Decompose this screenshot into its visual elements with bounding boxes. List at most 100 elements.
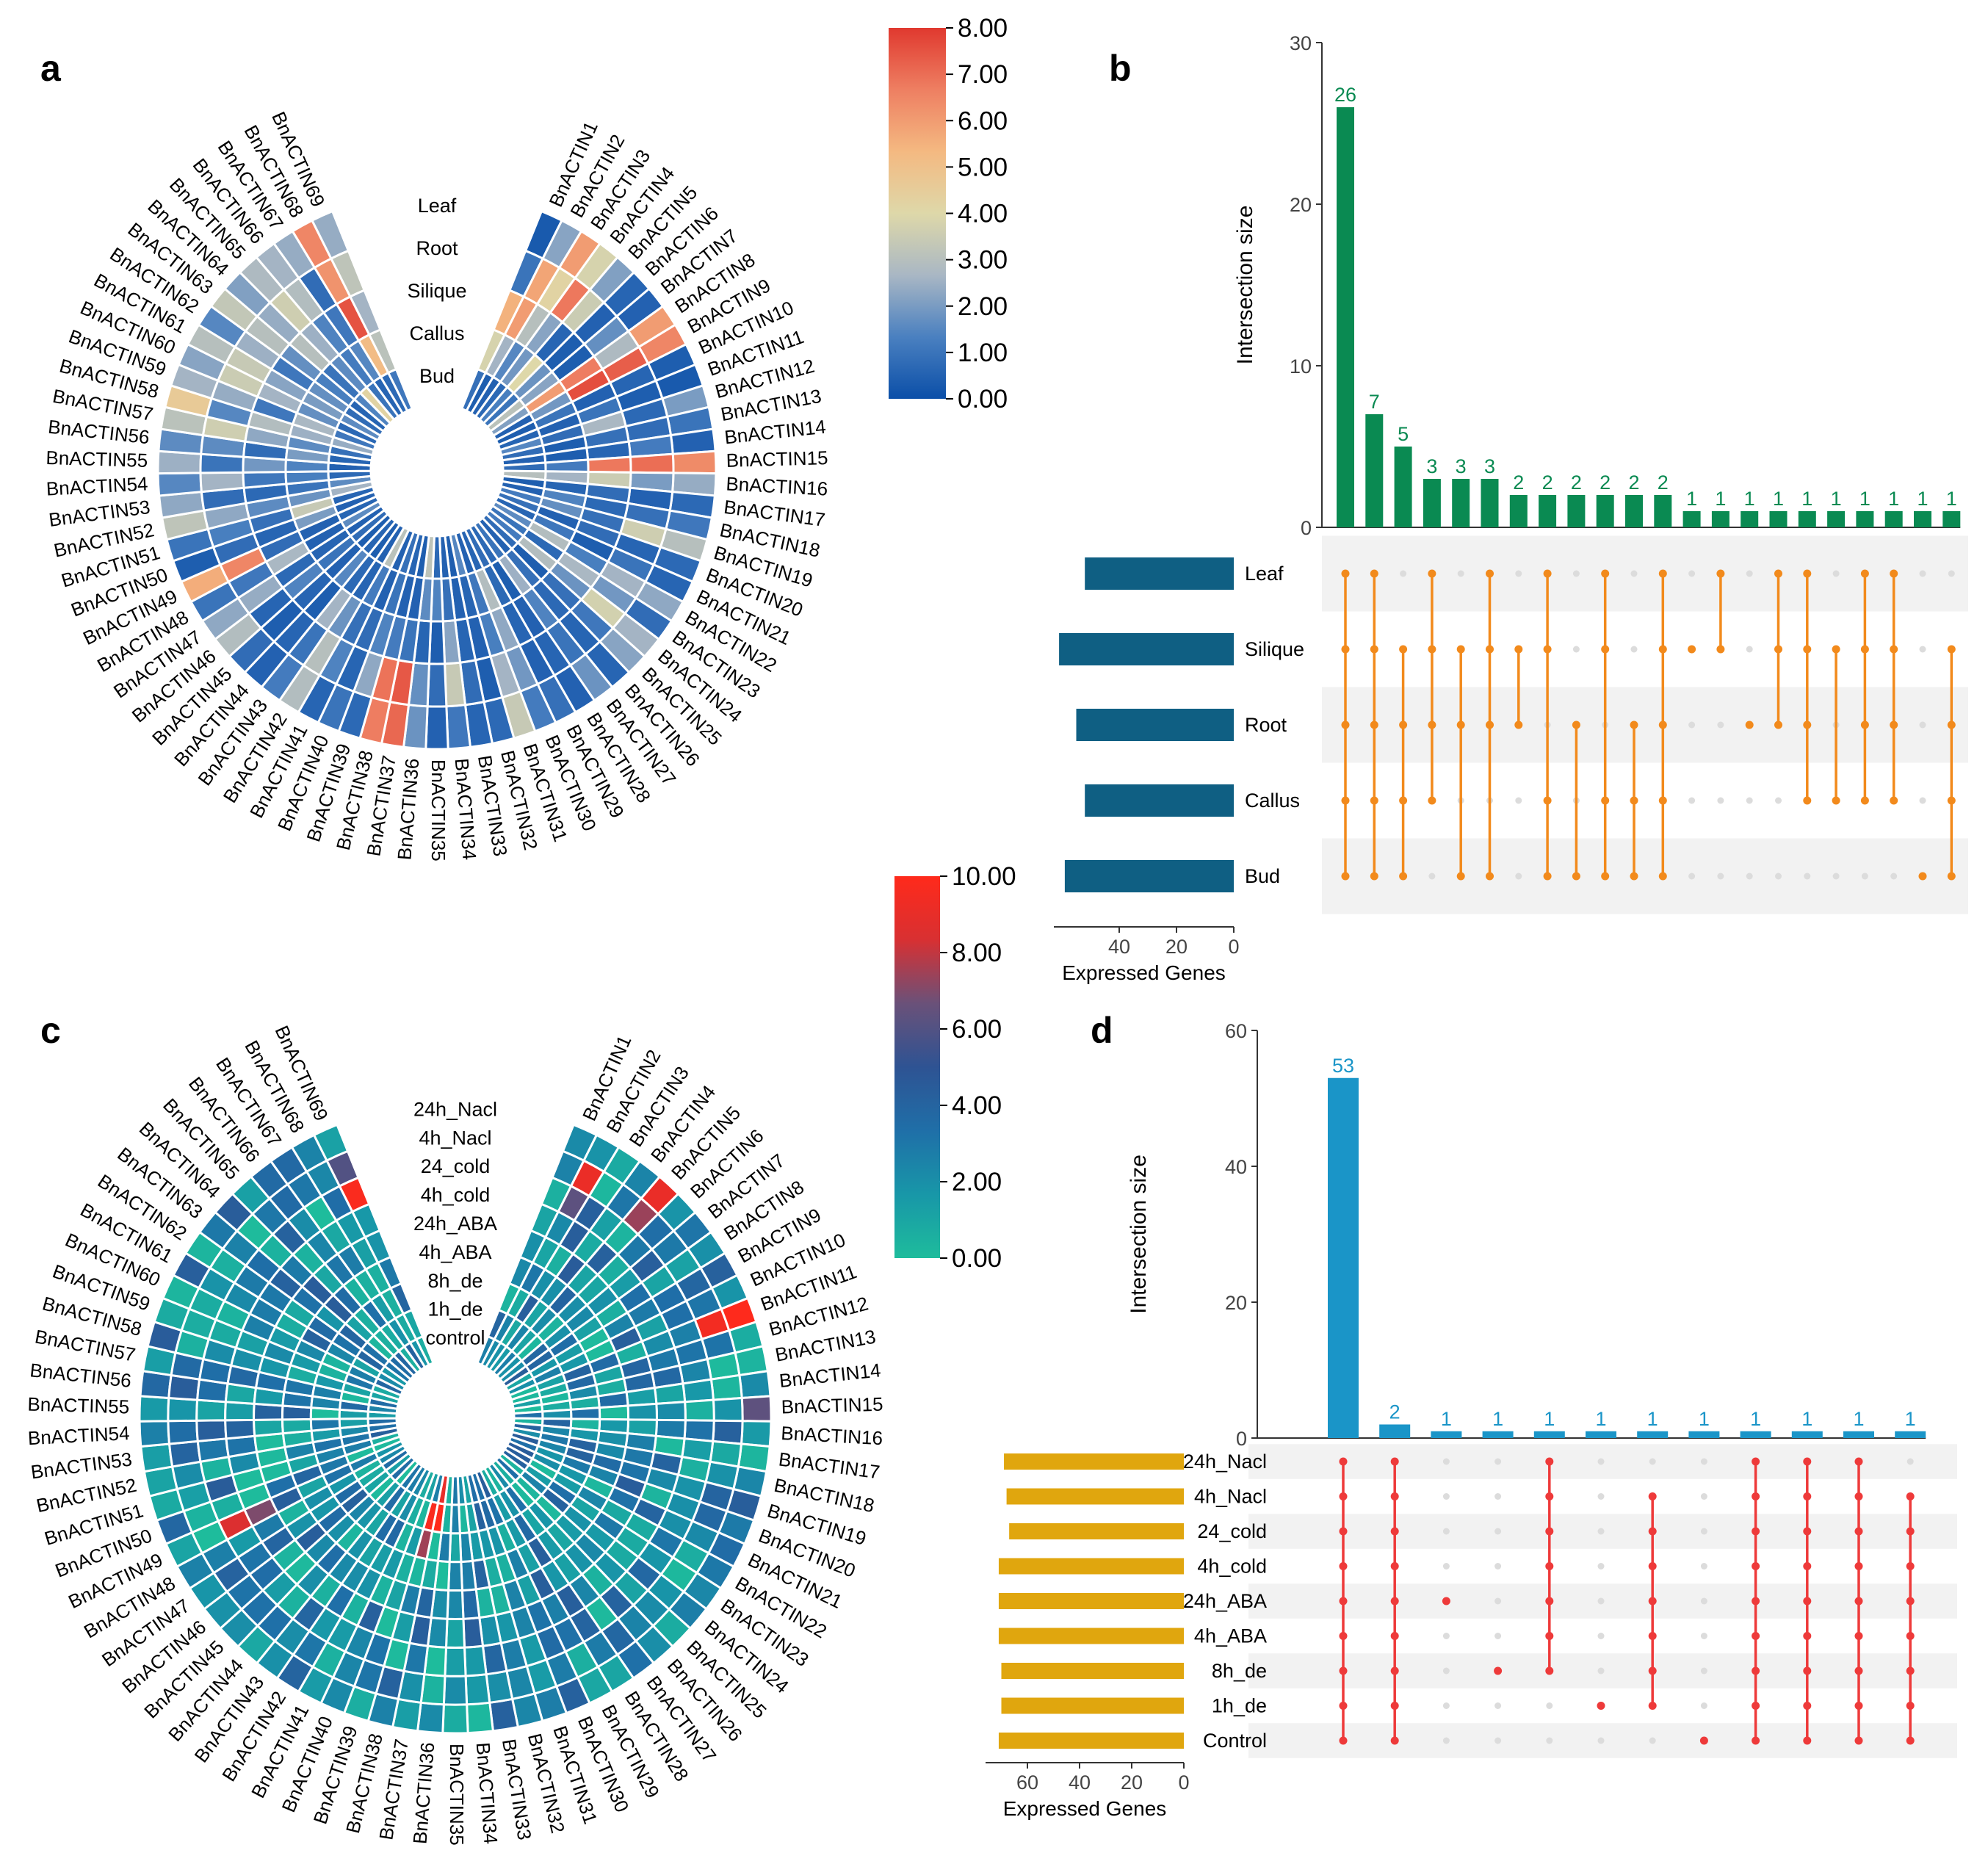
matrix-dot-active	[1699, 1736, 1708, 1745]
set-tick-label: 20	[1121, 1771, 1143, 1794]
bar-value-label: 2	[1389, 1401, 1400, 1423]
heatmap-cell	[464, 1673, 491, 1706]
heatmap-cell	[338, 1417, 370, 1430]
intersection-bar	[1586, 1431, 1616, 1438]
colorbar-tick-label: 10.00	[952, 862, 1016, 891]
colorbar-tick-label: 8.00	[952, 939, 1002, 967]
matrix-dot-inactive	[1688, 873, 1696, 880]
heatmap-cell	[444, 1617, 466, 1649]
heatmap-cell	[224, 1418, 256, 1440]
heatmap-cell	[569, 1406, 601, 1420]
intersection-bar	[1509, 495, 1528, 527]
heatmap-cell	[709, 1373, 743, 1401]
heatmap-cell	[671, 449, 718, 475]
intersection-bar	[1481, 479, 1499, 527]
ring-label: 24h_Nacl	[413, 1098, 497, 1120]
bar-value-label: 5	[1398, 423, 1409, 445]
heatmap-cell	[462, 1616, 485, 1649]
gene-label: BnACTIN54	[46, 472, 148, 499]
bar-value-label: 2	[1658, 472, 1669, 494]
heatmap-cell	[460, 1588, 481, 1620]
heatmap-cell	[444, 1646, 467, 1677]
gene-label: BnACTIN15	[726, 447, 828, 472]
matrix-dot-inactive	[1597, 1528, 1605, 1535]
matrix-dot-inactive	[1442, 1528, 1450, 1535]
heatmap-cell	[167, 1440, 202, 1468]
heatmap-cell	[586, 455, 632, 474]
y-tick-label: 20	[1290, 194, 1312, 216]
gene-label: BnACTIN16	[781, 1422, 883, 1449]
panel-letter-b: b	[1109, 48, 1132, 89]
intersection-bar	[1423, 479, 1441, 527]
set-size-bar	[1064, 860, 1234, 892]
matrix-stripe	[1322, 535, 1968, 612]
panel-d-upset-plot: 0 20 40 60 Intersection size 53 2 1 1 1 1 1 1 1 1 1 1 24h…	[986, 1020, 1957, 1820]
heatmap-cell	[195, 1419, 228, 1443]
matrix-dot-active	[1745, 720, 1754, 729]
y-tick-label: 10	[1290, 355, 1312, 378]
matrix-dot-inactive	[1597, 1493, 1605, 1500]
set-size-bar	[1076, 709, 1234, 741]
matrix-dot-inactive	[1546, 1737, 1553, 1744]
matrix-dot-inactive	[1700, 1528, 1707, 1535]
matrix-dot-inactive	[1717, 721, 1724, 729]
heatmap-cell	[738, 1370, 772, 1400]
matrix-dot-inactive	[1572, 570, 1580, 577]
set-size-bar	[998, 1593, 1184, 1609]
heatmap-cell	[655, 1401, 687, 1422]
heatmap-cell	[309, 1417, 341, 1432]
ring-label: Leaf	[418, 195, 457, 217]
set-size-bar	[998, 1628, 1184, 1644]
matrix-dot-inactive	[1649, 1458, 1656, 1465]
matrix-dot-inactive	[1442, 1737, 1450, 1744]
matrix-dot-inactive	[1804, 873, 1811, 880]
bar-value-label: 1	[1686, 488, 1697, 510]
gene-label: BnACTIN35	[446, 1744, 468, 1846]
matrix-dot-inactive	[1515, 873, 1522, 880]
intersection-bar	[1533, 1431, 1565, 1438]
heatmap-cell	[253, 1418, 285, 1437]
bar-value-label: 1	[1773, 488, 1784, 510]
set-size-bar	[1085, 557, 1234, 590]
set-label: Silique	[1245, 638, 1304, 660]
set-axis-title: Expressed Genes	[1003, 1797, 1167, 1820]
set-size-bar	[1001, 1697, 1184, 1714]
set-size-bar	[998, 1733, 1184, 1749]
bar-value-label: 2	[1542, 472, 1553, 494]
heatmap-cell	[426, 662, 448, 708]
y-tick-label: 60	[1225, 1020, 1247, 1042]
matrix-dot-inactive	[1746, 873, 1753, 880]
bar-value-label: 1	[1595, 1408, 1606, 1430]
intersection-bar	[1539, 495, 1557, 527]
set-label: 8h_de	[1212, 1660, 1267, 1682]
y-tick-label: 0	[1236, 1428, 1247, 1450]
matrix-stripe	[1322, 687, 1968, 763]
matrix-dot-inactive	[1700, 1493, 1707, 1500]
intersection-bar	[1337, 107, 1354, 527]
set-label: Callus	[1245, 790, 1300, 812]
matrix-dot-inactive	[1700, 1458, 1707, 1465]
ring-label: 8h_de	[427, 1270, 482, 1292]
matrix-dot-active	[1597, 1702, 1605, 1710]
y-axis-title: Intersection size	[1233, 206, 1257, 365]
bar-value-label: 3	[1426, 455, 1437, 477]
matrix-dot-inactive	[1494, 1563, 1502, 1570]
gene-label: BnACTIN55	[46, 447, 148, 472]
set-label: 24_cold	[1197, 1520, 1267, 1542]
heatmap-cell	[138, 1395, 170, 1423]
set-tick-label: 0	[1228, 936, 1239, 958]
intersection-bar	[1482, 1431, 1514, 1438]
matrix-dot-inactive	[1948, 570, 1955, 577]
heatmap-cell	[466, 1701, 495, 1735]
heatmap-cell	[424, 705, 449, 751]
intersection-bar	[1895, 1431, 1926, 1438]
matrix-dot-inactive	[1442, 1458, 1450, 1465]
intersection-bar	[1711, 511, 1729, 527]
colorbar-tick-label: 4.00	[958, 200, 1008, 228]
heatmap-cell	[463, 1644, 488, 1677]
heatmap-cell	[446, 1589, 465, 1620]
intersection-bar	[1567, 495, 1586, 527]
matrix-dot-inactive	[1775, 873, 1782, 880]
panel-letter-a: a	[40, 48, 62, 89]
gene-label: BnACTIN36	[408, 1741, 438, 1845]
